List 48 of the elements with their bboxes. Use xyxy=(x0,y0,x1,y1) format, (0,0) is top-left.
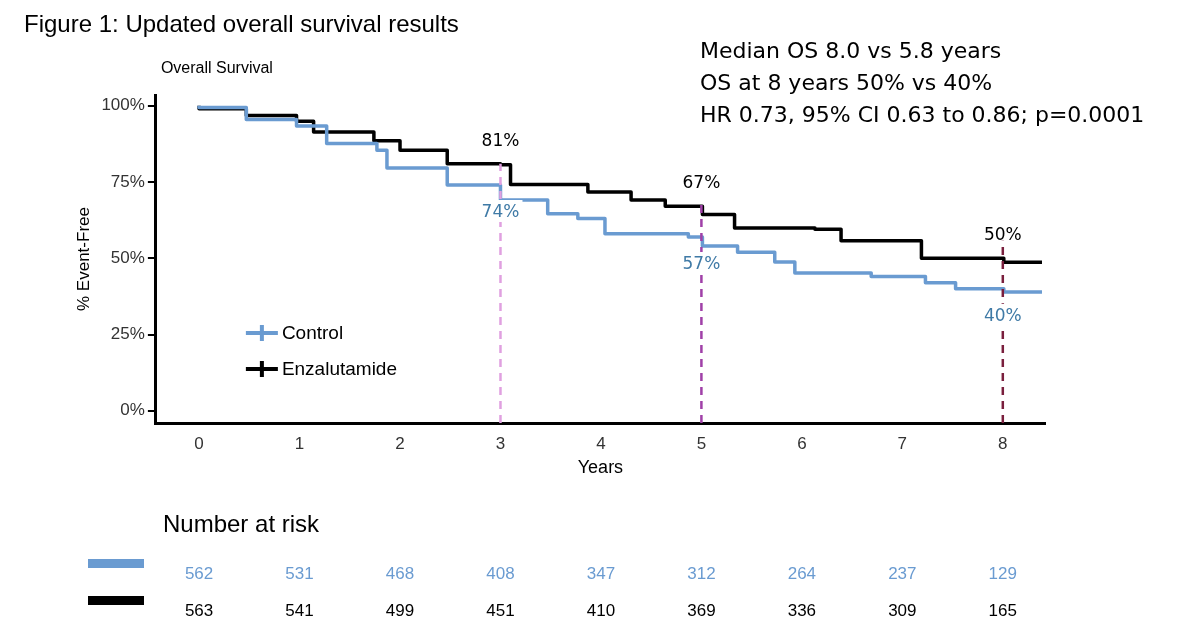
text: 369 xyxy=(687,601,716,620)
text: 562 xyxy=(184,564,214,583)
legend-label: Control xyxy=(281,322,344,344)
text: 336 xyxy=(787,601,817,620)
text: 499 xyxy=(385,601,415,620)
text: 531 xyxy=(285,564,314,583)
annotation: 74% xyxy=(481,201,520,222)
text: Median OS 8.0 vs 5.8 years xyxy=(700,38,1002,63)
x-tick-label: 3 xyxy=(495,433,506,453)
x-tick-label: 0 xyxy=(194,433,204,453)
annotation: 50% xyxy=(983,224,1022,245)
annotation: 40% xyxy=(983,304,1022,325)
legend-label: Enzalutamide xyxy=(281,358,397,380)
text: 541 xyxy=(285,601,314,620)
y-tick-label: 100% xyxy=(101,95,145,115)
text: OS at 8 years 50% vs 40% xyxy=(700,70,993,95)
text: 408 xyxy=(486,564,515,583)
text: 451 xyxy=(486,601,515,620)
annotation: HR 0.73, 95% CI 0.63 to 0.86; p=0.0001 xyxy=(700,102,1145,127)
text: 165 xyxy=(988,601,1017,620)
x-axis-title: Years xyxy=(577,457,624,478)
text: 237 xyxy=(888,564,917,583)
x-tick-label: 1 xyxy=(294,433,305,453)
x-tick-label: 4 xyxy=(596,433,606,453)
x-tick-label: 5 xyxy=(696,433,707,453)
text: Number at risk xyxy=(163,510,321,537)
annotation: 57% xyxy=(682,252,721,273)
y-tick-label: 50% xyxy=(110,247,145,267)
annotation: 81% xyxy=(481,129,520,150)
y-axis-title: % Event-Free xyxy=(73,207,93,311)
y-tick-label: 25% xyxy=(110,324,145,344)
x-tick-label: 8 xyxy=(998,433,1008,453)
text: 468 xyxy=(385,564,415,583)
text: 129 xyxy=(988,564,1017,583)
text: 309 xyxy=(888,601,917,620)
x-tick-label: 2 xyxy=(395,433,405,453)
x-tick-label: 7 xyxy=(897,433,908,453)
text: 264 xyxy=(787,564,817,583)
text: 312 xyxy=(687,564,716,583)
text: 347 xyxy=(586,564,616,583)
y-tick-label: 0% xyxy=(120,400,145,420)
annotation: 67% xyxy=(682,172,721,193)
chart-title: Figure 1: Updated overall survival results xyxy=(24,10,459,37)
chart-subtitle: Overall Survival xyxy=(160,59,273,76)
y-tick-label: 75% xyxy=(110,171,145,191)
text: 563 xyxy=(184,601,214,620)
text: 410 xyxy=(586,601,616,620)
x-tick-label: 6 xyxy=(797,433,807,453)
